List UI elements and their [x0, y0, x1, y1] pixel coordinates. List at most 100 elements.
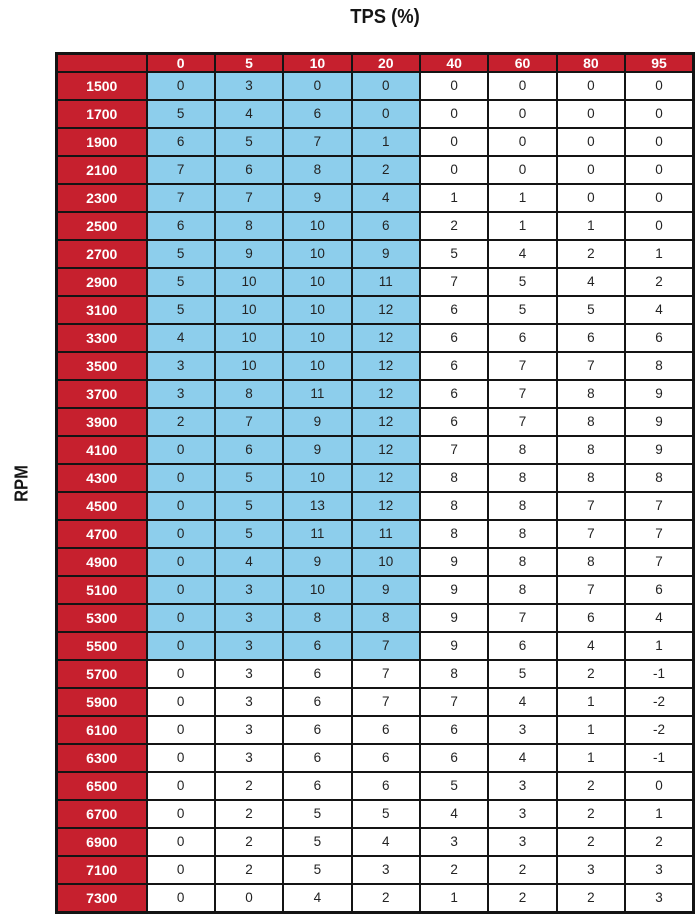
- value-cell: 1: [487, 210, 558, 241]
- value-cell: 2: [213, 770, 285, 801]
- value-cell: 12: [350, 462, 422, 493]
- value-cell: 5: [487, 658, 558, 689]
- value-cell: 4: [624, 602, 695, 633]
- value-cell: 6: [418, 742, 490, 773]
- value-cell: 6: [282, 658, 353, 689]
- value-cell: 0: [145, 574, 216, 605]
- value-cell: 0: [555, 154, 627, 185]
- value-cell: 5: [213, 126, 285, 157]
- row-header-cell: 3300: [55, 322, 148, 353]
- value-cell: 8: [418, 462, 490, 493]
- value-cell: 10: [282, 322, 353, 353]
- value-cell: 7: [624, 518, 695, 549]
- value-cell: 7: [555, 350, 627, 381]
- value-cell: 6: [555, 322, 627, 353]
- value-cell: 2: [555, 882, 627, 914]
- row-header-cell: 4100: [55, 434, 148, 465]
- col-header-cell: 5: [213, 52, 285, 73]
- value-cell: 0: [487, 126, 558, 157]
- value-cell: 7: [213, 406, 285, 437]
- value-cell: 3: [213, 714, 285, 745]
- value-cell: 0: [145, 770, 216, 801]
- value-cell: 7: [487, 378, 558, 409]
- value-cell: 5: [282, 826, 353, 857]
- row-header-cell: 6700: [55, 798, 148, 829]
- row-header-cell: 2300: [55, 182, 148, 213]
- value-cell: 5: [487, 266, 558, 297]
- value-cell: 0: [487, 71, 558, 101]
- value-cell: 0: [145, 434, 216, 465]
- value-cell: 9: [282, 406, 353, 437]
- value-cell: 8: [624, 350, 695, 381]
- value-cell: 0: [555, 71, 627, 101]
- value-cell: 1: [555, 742, 627, 773]
- value-cell: 6: [282, 742, 353, 773]
- value-cell: 11: [282, 378, 353, 409]
- value-cell: 0: [624, 154, 695, 185]
- table-row: 5100 0 3 10 9 9 8 7 6: [55, 574, 695, 605]
- table-row: 4500 0 5 13 12 8 8 7 7: [55, 490, 695, 521]
- value-cell: 6: [350, 210, 422, 241]
- value-cell: 1: [624, 798, 695, 829]
- value-cell: 7: [350, 658, 422, 689]
- row-header-cell: 2700: [55, 238, 148, 269]
- value-cell: 6: [624, 322, 695, 353]
- table-row: 6900 0 2 5 4 3 3 2 2: [55, 826, 695, 857]
- value-cell: 0: [487, 98, 558, 129]
- value-cell: 10: [282, 350, 353, 381]
- value-cell: 7: [350, 686, 422, 717]
- value-cell: 4: [487, 742, 558, 773]
- row-header-cell: 6300: [55, 742, 148, 773]
- value-cell: 0: [213, 882, 285, 914]
- value-cell: 5: [213, 518, 285, 549]
- row-header-cell: 6900: [55, 826, 148, 857]
- value-cell: 4: [282, 882, 353, 914]
- value-cell: 9: [282, 546, 353, 577]
- value-cell: 1: [418, 182, 490, 213]
- col-header-cell: 20: [350, 52, 422, 73]
- value-cell: 1: [555, 686, 627, 717]
- value-cell: 6: [282, 98, 353, 129]
- value-cell: 3: [213, 71, 285, 101]
- table-row: 4900 0 4 9 10 9 8 8 7: [55, 546, 695, 577]
- value-cell: 8: [213, 210, 285, 241]
- value-cell: 7: [418, 686, 490, 717]
- row-header-cell: 3900: [55, 406, 148, 437]
- value-cell: 9: [350, 238, 422, 269]
- value-cell: 4: [487, 238, 558, 269]
- table-row: 6100 0 3 6 6 6 3 1 -2: [55, 714, 695, 745]
- value-cell: 0: [145, 798, 216, 829]
- table-row: 2500 6 8 10 6 2 1 1 0: [55, 210, 695, 241]
- value-cell: 0: [145, 518, 216, 549]
- value-cell: -2: [624, 714, 695, 745]
- value-cell: 7: [555, 490, 627, 521]
- value-cell: 0: [418, 71, 490, 101]
- value-cell: 6: [282, 686, 353, 717]
- value-cell: 3: [213, 574, 285, 605]
- value-cell: 8: [213, 378, 285, 409]
- value-cell: 3: [213, 686, 285, 717]
- value-cell: 0: [624, 71, 695, 101]
- row-header-cell: 1700: [55, 98, 148, 129]
- value-cell: 9: [282, 182, 353, 213]
- value-cell: 7: [624, 546, 695, 577]
- value-cell: 4: [350, 182, 422, 213]
- value-cell: 5: [145, 266, 216, 297]
- value-cell: 2: [350, 154, 422, 185]
- value-cell: 2: [624, 266, 695, 297]
- value-cell: 8: [555, 434, 627, 465]
- value-cell: 0: [624, 98, 695, 129]
- value-cell: 6: [418, 406, 490, 437]
- value-cell: 4: [555, 266, 627, 297]
- row-header-cell: 4300: [55, 462, 148, 493]
- value-cell: 7: [624, 490, 695, 521]
- value-cell: 7: [418, 434, 490, 465]
- value-cell: 6: [418, 350, 490, 381]
- value-cell: 3: [213, 602, 285, 633]
- value-cell: 0: [145, 71, 216, 101]
- value-cell: 2: [487, 854, 558, 885]
- value-cell: 10: [213, 294, 285, 325]
- row-header-cell: 1900: [55, 126, 148, 157]
- value-cell: -1: [624, 658, 695, 689]
